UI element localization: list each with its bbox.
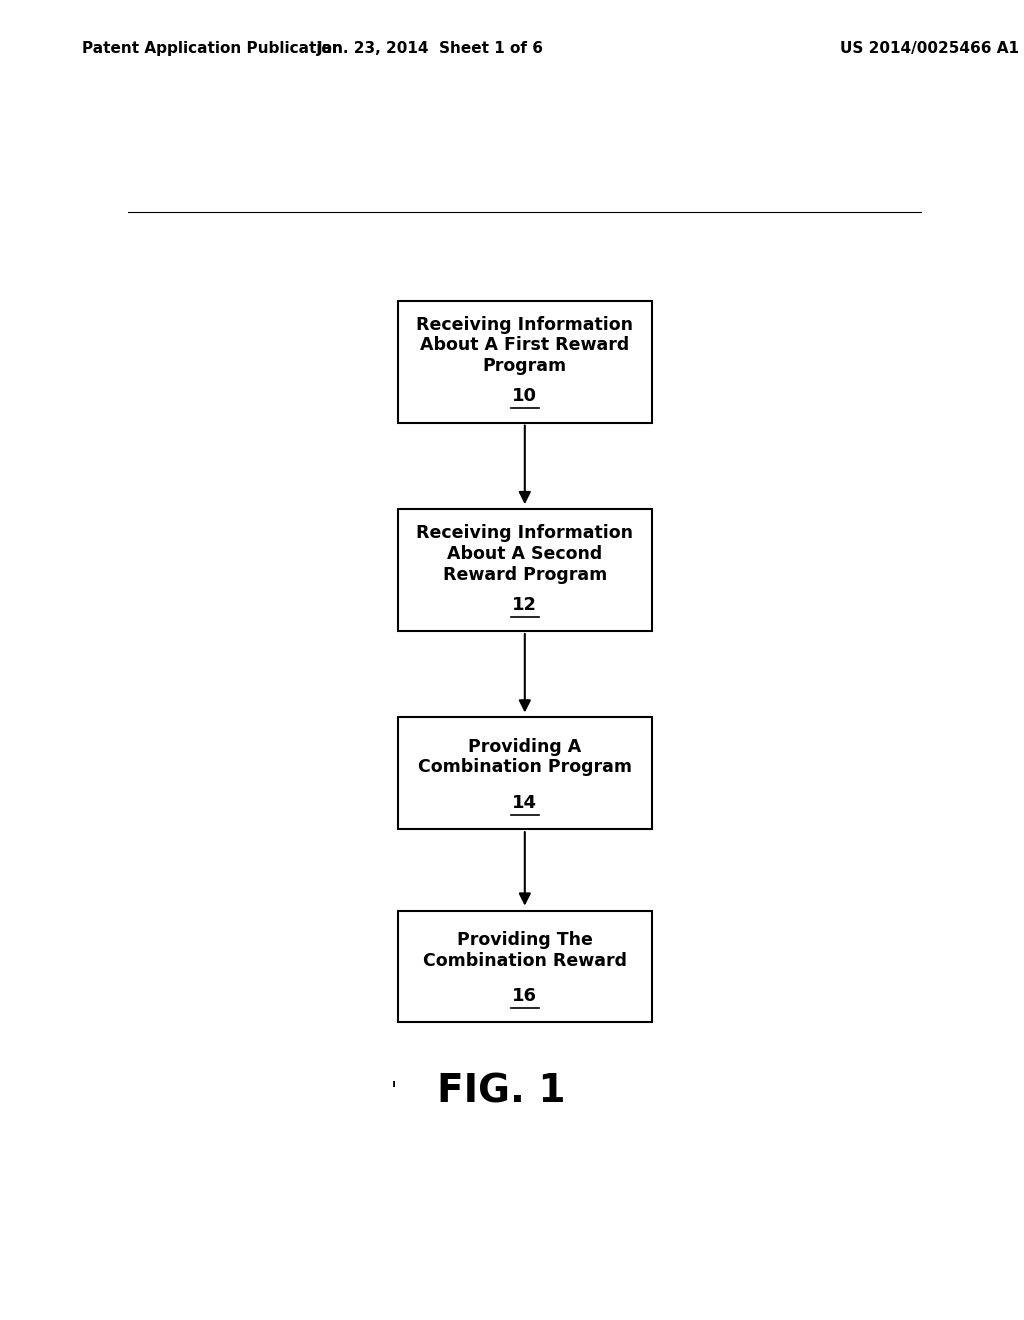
Text: ': ' xyxy=(391,1081,397,1101)
Text: Patent Application Publication: Patent Application Publication xyxy=(82,41,343,57)
Bar xyxy=(397,510,651,631)
Text: Receiving Information
About A First Reward
Program: Receiving Information About A First Rewa… xyxy=(417,315,633,375)
Text: US 2014/0025466 A1: US 2014/0025466 A1 xyxy=(840,41,1019,57)
Text: 12: 12 xyxy=(512,595,538,614)
Text: Providing A
Combination Program: Providing A Combination Program xyxy=(418,738,632,776)
Text: 14: 14 xyxy=(512,793,538,812)
Text: Providing The
Combination Reward: Providing The Combination Reward xyxy=(423,931,627,970)
Text: 10: 10 xyxy=(512,387,538,405)
Bar xyxy=(397,911,651,1022)
Text: Receiving Information
About A Second
Reward Program: Receiving Information About A Second Rew… xyxy=(417,524,633,583)
Text: Jan. 23, 2014  Sheet 1 of 6: Jan. 23, 2014 Sheet 1 of 6 xyxy=(316,41,544,57)
Bar xyxy=(397,718,651,829)
Text: 16: 16 xyxy=(512,987,538,1005)
Text: FIG. 1: FIG. 1 xyxy=(437,1072,565,1110)
Bar xyxy=(397,301,651,422)
